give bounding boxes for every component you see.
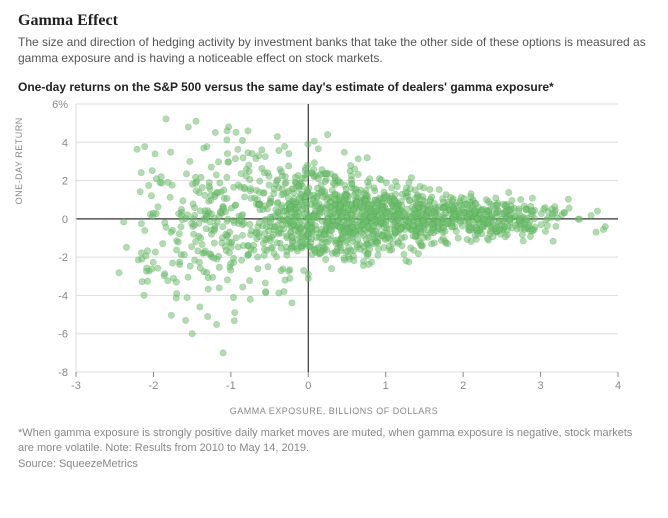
svg-text:1: 1 [383,380,389,392]
svg-text:2: 2 [62,176,68,188]
chart-svg: -8 -6 -4 -2 0 2 4 6% -3 -2 -1 0 1 2 3 4 [18,98,628,398]
svg-text:-6: -6 [58,329,68,341]
svg-text:-4: -4 [58,291,68,303]
source: Source: SqueezeMetrics [18,458,650,470]
scatter-chart: ONE-DAY RETURN -8-6-4-20246%-3-2-101234 [18,98,650,398]
page-title: Gamma Effect [18,12,650,30]
svg-text:0: 0 [62,214,68,226]
y-axis-label: ONE-DAY RETURN [14,118,24,205]
svg-text:-3: -3 [71,380,81,392]
svg-text:0: 0 [305,380,311,392]
svg-text:-2: -2 [149,380,159,392]
svg-text:-2: -2 [58,253,68,265]
svg-text:3: 3 [538,380,544,392]
page-subtitle: The size and direction of hedging activi… [18,34,650,66]
svg-text:2: 2 [460,380,466,392]
chart-title: One-day returns on the S&P 500 versus th… [18,80,650,94]
svg-text:4: 4 [62,138,68,150]
svg-text:6%: 6% [52,99,68,111]
svg-text:-1: -1 [226,380,236,392]
footnote: *When gamma exposure is strongly positiv… [18,426,650,456]
x-axis-label: GAMMA EXPOSURE, BILLIONS OF DOLLARS [18,406,650,416]
svg-text:-8: -8 [58,367,68,379]
svg-text:4: 4 [615,380,621,392]
